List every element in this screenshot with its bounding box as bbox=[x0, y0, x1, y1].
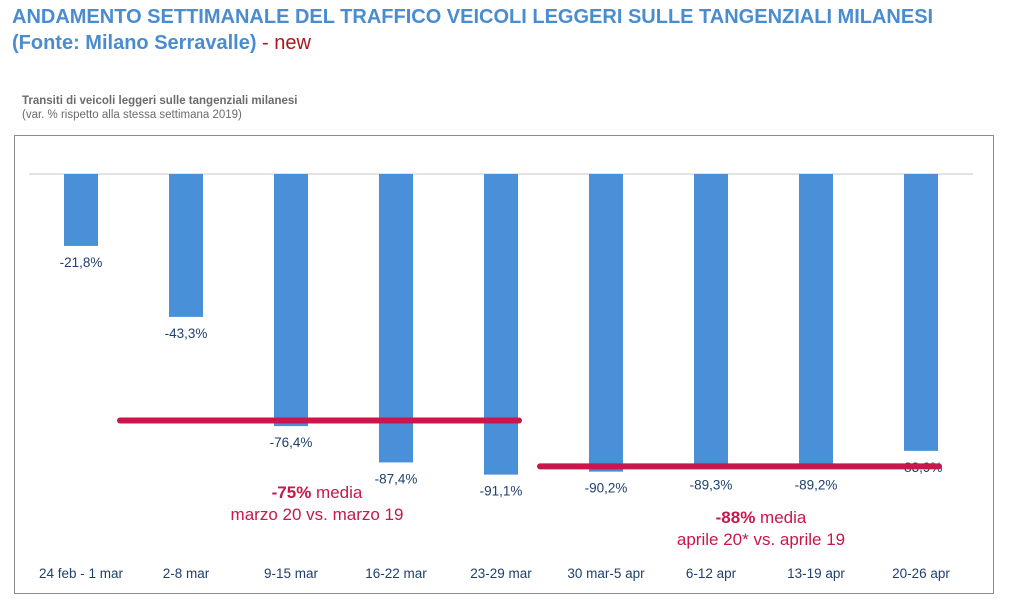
bar bbox=[64, 174, 98, 246]
average-note-march: -75% media marzo 20 vs. marzo 19 bbox=[197, 482, 437, 526]
chart-title: Transiti di veicoli leggeri sulle tangen… bbox=[22, 95, 298, 107]
chart-subtitle: (var. % rispetto alla stessa settimana 2… bbox=[22, 109, 242, 121]
average-period: aprile 20* vs. aprile 19 bbox=[676, 530, 846, 549]
average-note-april: -88% media aprile 20* vs. aprile 19 bbox=[641, 507, 881, 551]
bar bbox=[589, 174, 623, 472]
data-label: -90,2% bbox=[585, 481, 628, 496]
bar bbox=[169, 174, 203, 317]
x-tick-label: 20-26 apr bbox=[892, 566, 950, 581]
bar bbox=[694, 174, 728, 469]
data-label: -89,3% bbox=[690, 478, 733, 493]
data-label: -89,2% bbox=[795, 477, 838, 492]
chart-frame bbox=[14, 135, 994, 594]
data-label: -21,8% bbox=[60, 255, 103, 270]
bar bbox=[904, 174, 938, 451]
title-source: (Fonte: Milano Serravalle) bbox=[12, 32, 257, 54]
bar bbox=[799, 174, 833, 469]
average-value: -75% bbox=[271, 483, 312, 502]
x-tick-label: 6-12 apr bbox=[686, 566, 737, 581]
x-tick-label: 24 feb - 1 mar bbox=[39, 566, 124, 581]
average-label: media bbox=[755, 508, 807, 527]
data-label: -76,4% bbox=[270, 435, 313, 450]
average-value: -88% bbox=[715, 508, 756, 527]
bar bbox=[379, 174, 413, 463]
average-label: media bbox=[311, 483, 363, 502]
x-tick-label: 2-8 mar bbox=[163, 566, 210, 581]
x-tick-label: 16-22 mar bbox=[365, 566, 427, 581]
data-label: -87,4% bbox=[375, 471, 418, 486]
new-tag: - new bbox=[256, 32, 311, 54]
title-line-1: ANDAMENTO SETTIMANALE DEL TRAFFICO VEICO… bbox=[12, 6, 934, 28]
page-title: ANDAMENTO SETTIMANALE DEL TRAFFICO VEICO… bbox=[12, 4, 933, 56]
x-tick-label: 13-19 apr bbox=[787, 566, 845, 581]
average-period: marzo 20 vs. marzo 19 bbox=[230, 505, 404, 524]
x-tick-label: 30 mar-5 apr bbox=[567, 566, 645, 581]
bar bbox=[274, 174, 308, 427]
data-label: -43,3% bbox=[165, 326, 208, 341]
data-label: -91,1% bbox=[480, 484, 523, 499]
x-tick-label: 23-29 mar bbox=[470, 566, 532, 581]
x-tick-label: 9-15 mar bbox=[264, 566, 319, 581]
bar bbox=[484, 174, 518, 475]
title-line-2: (Fonte: Milano Serravalle) - new bbox=[12, 30, 933, 56]
